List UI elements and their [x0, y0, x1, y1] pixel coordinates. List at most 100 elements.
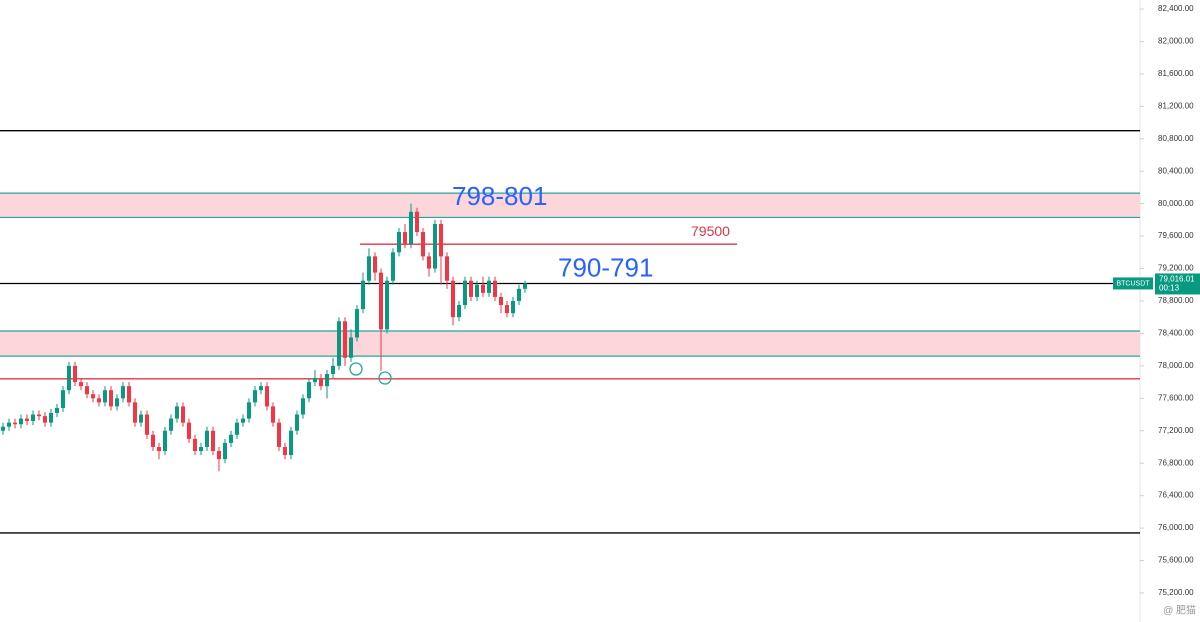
candle-body	[55, 408, 59, 413]
candle-body	[355, 309, 359, 338]
candle-body	[97, 398, 101, 403]
candle-body	[25, 418, 29, 422]
candle-body	[439, 223, 443, 257]
candle-body	[37, 414, 41, 417]
candle-body	[193, 438, 197, 452]
y-tick-label: 78,400.00	[1158, 329, 1194, 338]
candle-body	[427, 256, 431, 269]
candle-body	[181, 406, 185, 423]
candle-body	[103, 390, 107, 403]
candle-body	[367, 256, 371, 281]
symbol-tag	[1113, 277, 1153, 290]
candle-body	[61, 390, 65, 409]
candle-body	[511, 300, 515, 314]
y-tick-label: 81,600.00	[1158, 69, 1194, 78]
candle-body	[127, 386, 131, 403]
price-label: 79,016.01	[1159, 275, 1195, 284]
y-tick-label: 82,400.00	[1158, 4, 1194, 13]
candle-body	[517, 288, 521, 301]
candle-body	[49, 412, 53, 423]
countdown-label: 00:13	[1159, 284, 1180, 293]
y-tick-label: 77,200.00	[1158, 426, 1194, 435]
candle-body	[397, 232, 401, 253]
candle-body	[1, 426, 5, 431]
y-tick-label: 75,600.00	[1158, 556, 1194, 565]
candle-body	[277, 422, 281, 447]
candle-body	[175, 406, 179, 419]
candle-body	[319, 378, 323, 387]
candle-body	[433, 223, 437, 269]
candle-body	[259, 386, 263, 391]
candle-body	[199, 446, 203, 452]
y-tick-label: 79,600.00	[1158, 231, 1194, 240]
y-tick-label: 76,000.00	[1158, 523, 1194, 532]
candle-body	[463, 280, 467, 306]
candle-body	[247, 402, 251, 419]
candle-body	[121, 386, 125, 399]
y-tick-label: 80,400.00	[1158, 166, 1194, 175]
candle-body	[391, 252, 395, 281]
candle-body	[73, 365, 77, 383]
candle-body	[343, 321, 347, 358]
candle-body	[361, 280, 365, 310]
candle-body	[271, 406, 275, 423]
candle-body	[157, 446, 161, 452]
candle-body	[499, 296, 503, 306]
y-tick-label: 80,000.00	[1158, 199, 1194, 208]
candle-body	[13, 422, 17, 425]
candle-body	[313, 378, 317, 383]
candle-body	[415, 211, 419, 233]
candle-body	[229, 434, 233, 443]
candle-body	[451, 280, 455, 318]
candle-body	[115, 398, 119, 407]
y-tick-label: 78,800.00	[1158, 296, 1194, 305]
candle-body	[241, 418, 245, 423]
candle-body	[253, 390, 257, 403]
candle-body	[481, 284, 485, 293]
candle-body	[79, 382, 83, 387]
candle-body	[487, 280, 491, 293]
candle-body	[19, 418, 23, 425]
candle-body	[187, 422, 191, 439]
candle-body	[403, 232, 407, 245]
candle-body	[169, 418, 173, 431]
annotation: 790-791	[558, 252, 653, 282]
candle-body	[373, 256, 377, 273]
candle-body	[109, 390, 113, 407]
level-label: 79500	[691, 223, 730, 239]
candle-body	[289, 430, 293, 456]
zone	[0, 193, 1140, 218]
y-tick-label: 79,200.00	[1158, 264, 1194, 273]
price-tag	[1155, 273, 1200, 295]
candle-body	[493, 280, 497, 297]
candle-body	[475, 284, 479, 297]
candle-body	[409, 211, 413, 245]
candle-body	[139, 414, 143, 423]
candle-body	[67, 365, 71, 391]
candle-body	[523, 283, 527, 289]
candle-body	[421, 232, 425, 257]
candle-body	[217, 451, 221, 460]
candle-body	[211, 430, 215, 452]
candle-body	[265, 386, 269, 407]
candle-body	[133, 402, 137, 423]
y-tick-label: 75,200.00	[1158, 588, 1194, 597]
candle-body	[283, 446, 287, 456]
candle-body	[457, 305, 461, 318]
candle-body	[325, 373, 329, 387]
y-tick-label: 76,800.00	[1158, 458, 1194, 467]
watermark: @ 肥猫	[1163, 604, 1196, 617]
annotation: 798-801	[452, 181, 547, 211]
candle-body	[91, 394, 95, 399]
candle-body	[331, 365, 335, 374]
candle-body	[31, 414, 35, 422]
y-tick-label: 76,400.00	[1158, 491, 1194, 500]
candle-body	[163, 430, 167, 452]
candle-body	[505, 305, 509, 314]
y-tick-label: 80,800.00	[1158, 134, 1194, 143]
candle-body	[223, 442, 227, 460]
candle-body	[307, 382, 311, 399]
y-tick-label: 81,200.00	[1158, 101, 1194, 110]
